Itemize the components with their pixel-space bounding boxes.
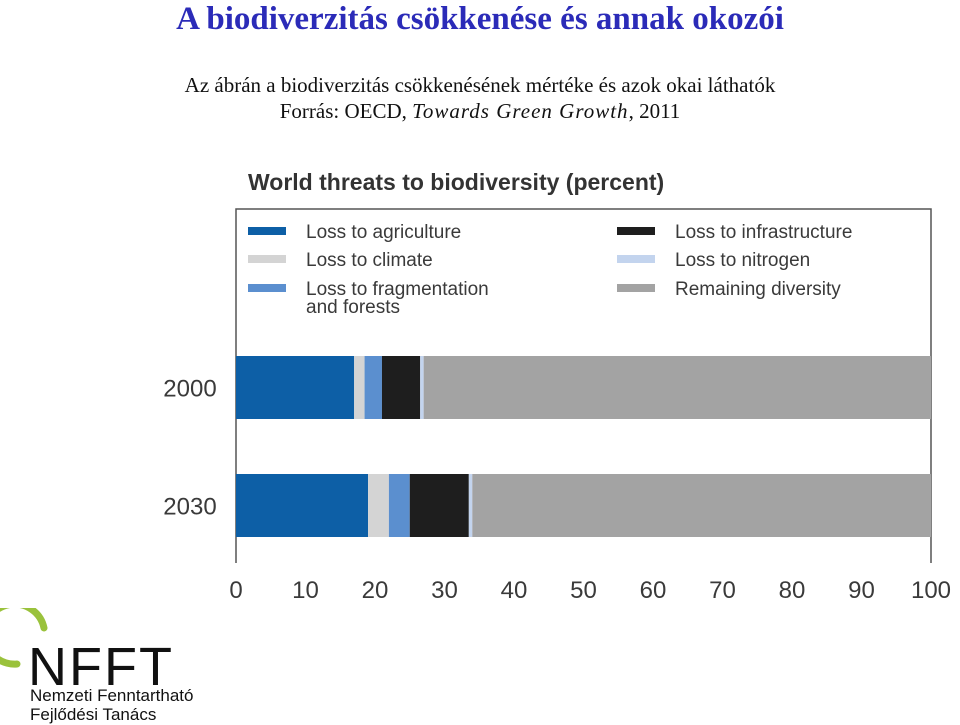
bar-2030-5 <box>468 474 473 537</box>
legend-label-2: Loss to climate <box>306 250 433 271</box>
bar-2000-4 <box>381 356 421 419</box>
x-tick-label-50: 50 <box>570 577 597 604</box>
legend-label-6: Remaining diversity <box>675 279 841 300</box>
logo-line-2: Fejlődési Tanács <box>30 705 157 724</box>
slide-subtitle: Az ábrán a biodiverzitás csökkenésének m… <box>184 73 776 97</box>
x-tick-label-20: 20 <box>362 577 389 604</box>
bar-2030-4 <box>409 474 469 537</box>
bar-2000-3 <box>364 356 382 419</box>
x-tick-label-70: 70 <box>709 577 736 604</box>
x-tick-label-100: 100 <box>911 577 951 604</box>
x-tick-label-30: 30 <box>431 577 458 604</box>
x-tick-label-0: 0 <box>229 577 242 604</box>
legend-label-4: Loss to infrastructure <box>675 222 852 243</box>
bar-2000-5 <box>420 356 424 419</box>
logo-line-1: Nemzeti Fenntartható <box>30 686 194 705</box>
x-tick-label-60: 60 <box>640 577 667 604</box>
bar-2030-6 <box>472 474 931 537</box>
legend-label-5: Loss to nitrogen <box>675 250 810 271</box>
legend-swatch-6 <box>617 284 655 292</box>
legend-label-3-line-2: and forests <box>306 297 400 318</box>
x-tick-label-40: 40 <box>501 577 528 604</box>
legend-swatch-4 <box>617 227 655 235</box>
source-suffix: , 2011 <box>628 99 681 123</box>
bar-2000-1 <box>236 356 355 419</box>
slide-title: A biodiverzitás csökkenése és annak okoz… <box>176 1 784 37</box>
bar-2000-2 <box>354 356 365 419</box>
bar-2030-2 <box>368 474 389 537</box>
nfft-logo-mark: NFFT <box>0 608 174 688</box>
legend-swatch-3 <box>248 284 286 292</box>
source-line: Forrás: OECD, Towards Green Growth, 2011 <box>0 99 960 123</box>
source-prefix: Forrás: OECD, <box>279 99 407 123</box>
legend-label-1: Loss to agriculture <box>306 222 461 243</box>
legend-swatch-2 <box>248 255 286 263</box>
x-tick-label-10: 10 <box>292 577 319 604</box>
logo-mark-text: NFFT <box>28 637 174 688</box>
bar-2000-6 <box>423 356 931 419</box>
logo-ring-icon <box>0 608 48 668</box>
category-label-2000: 2000 <box>163 376 216 403</box>
category-label-2030: 2030 <box>163 494 216 521</box>
legend-label-3: Loss to fragmentation <box>306 279 489 300</box>
source-book-title: Towards Green Growth <box>412 99 629 123</box>
legend-swatch-1 <box>248 227 286 235</box>
legend-swatch-5 <box>617 255 655 263</box>
bar-2030-1 <box>236 474 369 537</box>
nfft-logo: NFFT Nemzeti Fenntartható Fejlődési Taná… <box>0 608 240 725</box>
x-tick-label-90: 90 <box>848 577 875 604</box>
bar-2030-3 <box>388 474 410 537</box>
x-tick-label-80: 80 <box>779 577 806 604</box>
chart-title: World threats to biodiversity (percent) <box>248 169 664 195</box>
